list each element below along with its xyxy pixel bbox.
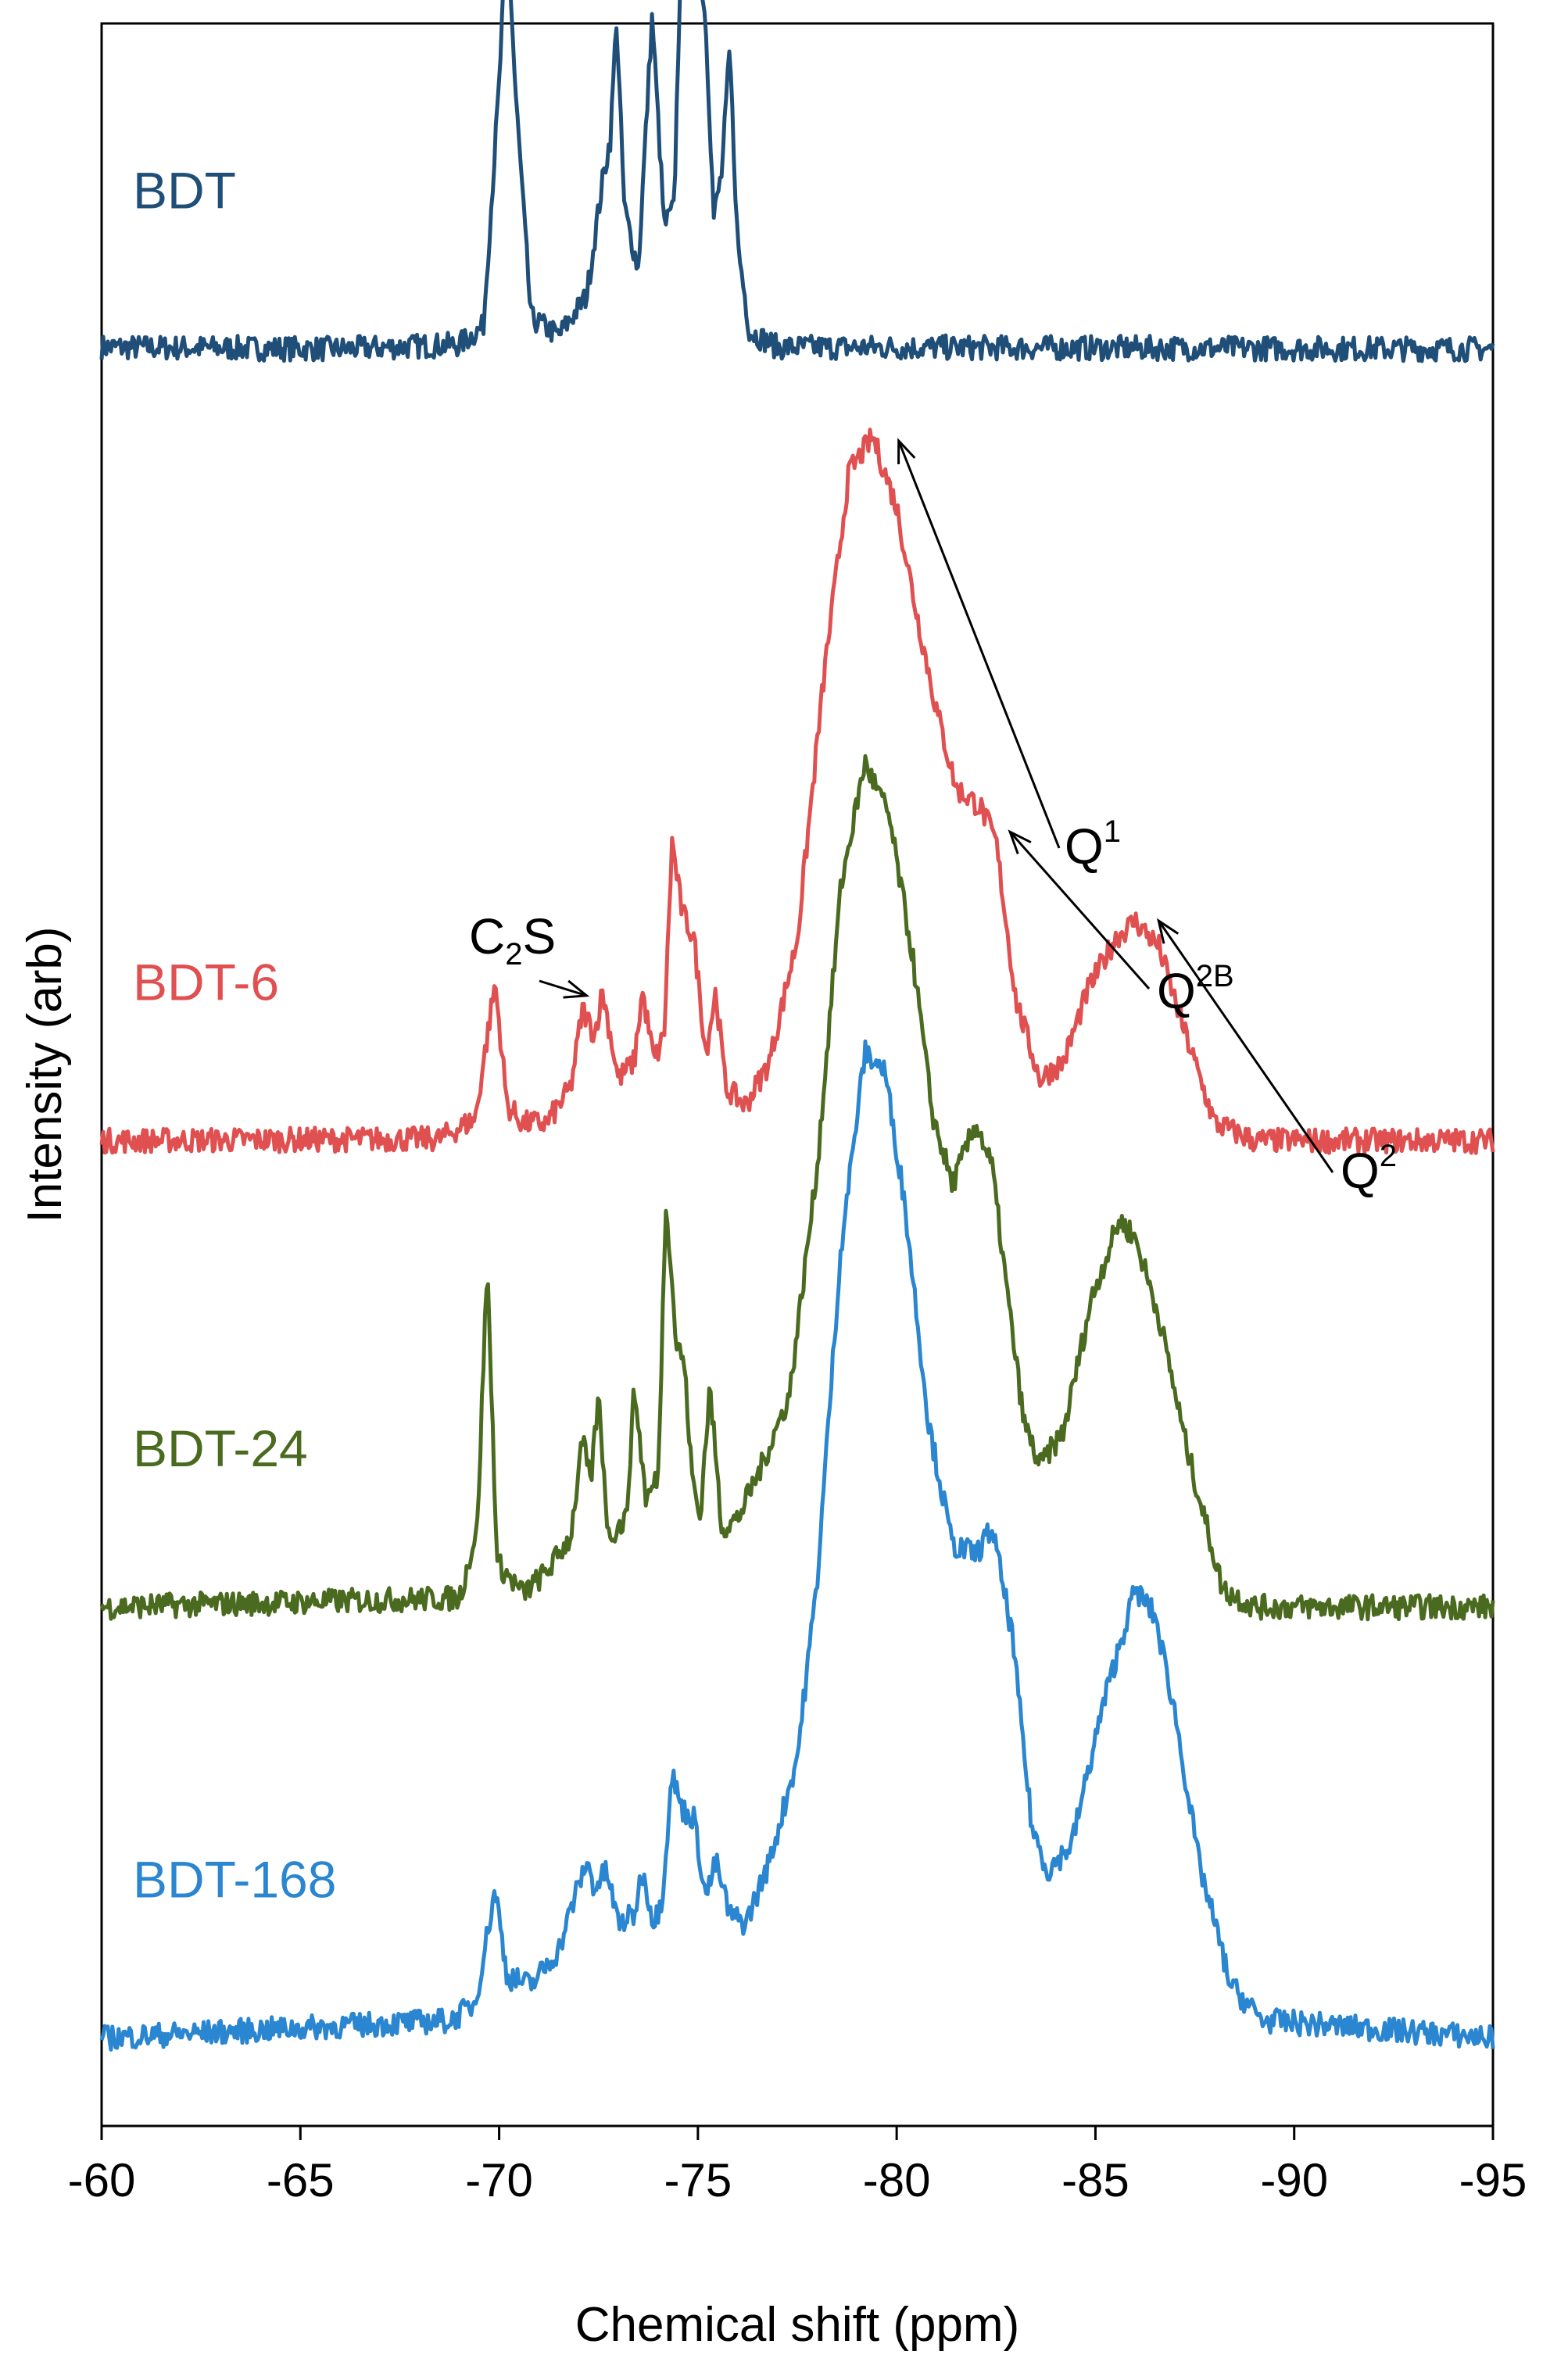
x-axis-title: Chemical shift (ppm)	[575, 2298, 1019, 2352]
annotation-c2s-arrow	[539, 979, 587, 997]
series-label-bdt-6: BDT-6	[133, 953, 279, 1011]
series-line-bdt-168	[99, 1039, 1495, 2052]
annotation-q2b-arrow	[1008, 831, 1151, 990]
x-axis: -60 -65 -70 -75 -80 -85 -90 -95	[68, 2126, 1527, 2206]
y-axis-title: Intensity (arb)	[18, 926, 72, 1222]
series-line-bdt-24	[99, 753, 1495, 1622]
x-tick-label: -60	[68, 2154, 136, 2206]
annotation-q2-label: Q2	[1341, 1139, 1397, 1199]
plot-frame	[100, 22, 1495, 2128]
annotation-q2-arrowhead	[1156, 918, 1180, 944]
series-layer	[99, 0, 1495, 2052]
series-labels: BDT BDT-6 BDT-24 BDT-168	[133, 161, 336, 1908]
annotation-q2b-arrowhead	[1008, 829, 1032, 854]
annotation-q2-arrow	[1158, 920, 1334, 1173]
x-tick-label: -70	[465, 2154, 533, 2206]
x-tick-label: -75	[664, 2154, 732, 2206]
series-label-bdt-24: BDT-24	[133, 1419, 308, 1477]
x-tick-label: -85	[1061, 2154, 1129, 2206]
series-line-bdt	[99, 0, 1495, 363]
annotation-q1-label: Q1	[1065, 814, 1121, 875]
annotation-q1-arrow	[897, 440, 1061, 849]
series-line-bdt-6	[99, 428, 1495, 1155]
annotation-q1-arrowhead	[897, 438, 916, 465]
annotation-c2s-label: C2S	[469, 908, 556, 972]
x-tick-label: -90	[1260, 2154, 1328, 2206]
x-tick-label: -95	[1459, 2154, 1527, 2206]
annotation-q2b-label: Q2B	[1157, 959, 1234, 1019]
series-label-bdt: BDT	[133, 161, 236, 219]
x-tick-label: -80	[863, 2154, 931, 2206]
x-tick-label: -65	[267, 2154, 335, 2206]
annotation-c2s-arrowhead	[563, 979, 590, 999]
annotation-layer: C2S Q1 Q2B Q2	[469, 438, 1397, 1199]
series-label-bdt-168: BDT-168	[133, 1850, 336, 1908]
